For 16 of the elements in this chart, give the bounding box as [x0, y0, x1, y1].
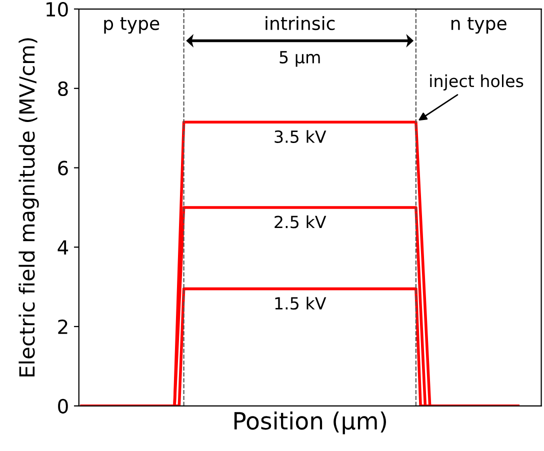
x-axis-title: Position (μm) [234, 411, 386, 434]
series-label: 2.5 kV [274, 215, 326, 228]
annotation: n type [451, 17, 506, 34]
series-label: 1.5 kV [275, 296, 326, 310]
annotation: intrinsic [266, 16, 335, 30]
y-tick-label: 10 [46, 2, 68, 17]
y-tick-label: 2 [58, 319, 68, 334]
annotation: 5 μm [280, 51, 320, 67]
y-axis-title: Electric field magnitude (MV/cm) [18, 38, 39, 376]
annotation: inject holes [430, 74, 524, 91]
series-label: 3.5 kV [274, 130, 326, 143]
y-tick-label: 6 [58, 160, 68, 176]
y-tick-label: 8 [58, 81, 68, 96]
y-tick-label: 0 [58, 398, 68, 414]
annotation: p type [104, 17, 160, 34]
y-tick-label: 4 [58, 240, 68, 255]
